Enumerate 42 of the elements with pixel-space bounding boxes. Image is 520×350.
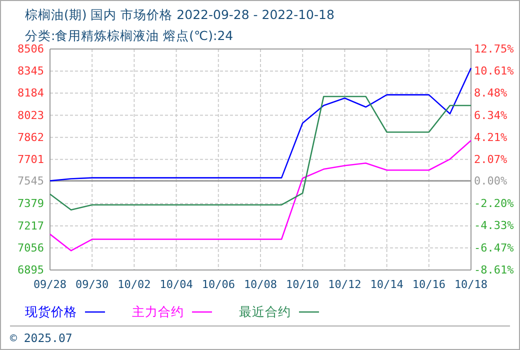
y2-tick-label: 8.48% (474, 86, 508, 100)
x-tick-label: 09/30 (76, 278, 109, 291)
x-tick-label: 10/02 (118, 278, 151, 291)
x-tick-label: 10/12 (328, 278, 362, 291)
y-tick-label: 7862 (18, 130, 44, 144)
y2-tick-label: 12.75% (474, 42, 514, 56)
line-series (49, 96, 472, 211)
y-tick-label: 7056 (18, 241, 44, 254)
y2-tick-label: 10.61% (474, 64, 514, 78)
y-tick-label: 7545 (18, 174, 44, 188)
y2-tick-label: -2.20% (474, 197, 514, 210)
legend-label: 现货价格 (25, 304, 77, 319)
y2-tick-label: 2.07% (474, 153, 508, 166)
x-tick-label: 10/06 (202, 278, 235, 291)
y-tick-label: 7701 (18, 152, 44, 166)
line-series (49, 140, 472, 252)
y-tick-label: 7379 (18, 197, 44, 210)
legend-label: 最近合约 (239, 304, 291, 319)
x-tick-label: 10/16 (412, 278, 446, 291)
y2-tick-label: -6.47% (474, 241, 514, 254)
y2-tick-label: 0.00% (474, 174, 508, 188)
x-tick-label: 10/18 (454, 278, 488, 291)
y-tick-label: 8345 (18, 64, 44, 78)
y2-tick-label: 4.21% (474, 130, 508, 144)
x-tick-label: 10/08 (244, 278, 278, 291)
y-tick-label: 8184 (18, 86, 44, 100)
y2-tick-label: 6.34% (474, 108, 508, 122)
x-tick-label: 10/10 (286, 278, 320, 291)
y2-tick-label: -8.61% (474, 264, 514, 277)
text: © 2025.07 (10, 331, 72, 345)
legend-label: 主力合约 (132, 304, 184, 319)
x-tick-label: 09/28 (33, 278, 67, 291)
y-tick-label: 6895 (18, 264, 44, 277)
chart-subtitle: 分类:食用精炼棕榈液油 熔点(℃):24 (25, 28, 234, 43)
y2-tick-label: -4.33% (474, 219, 514, 232)
y-tick-label: 8506 (18, 42, 44, 56)
chart-title: 棕榈油(期) 国内 市场价格 2022-09-28 - 2022-10-18 (25, 7, 334, 22)
y-tick-label: 7217 (18, 219, 44, 232)
y-tick-label: 8023 (18, 108, 44, 122)
line-series (49, 67, 472, 182)
x-tick-label: 10/04 (160, 278, 194, 291)
x-tick-label: 10/14 (370, 278, 404, 291)
